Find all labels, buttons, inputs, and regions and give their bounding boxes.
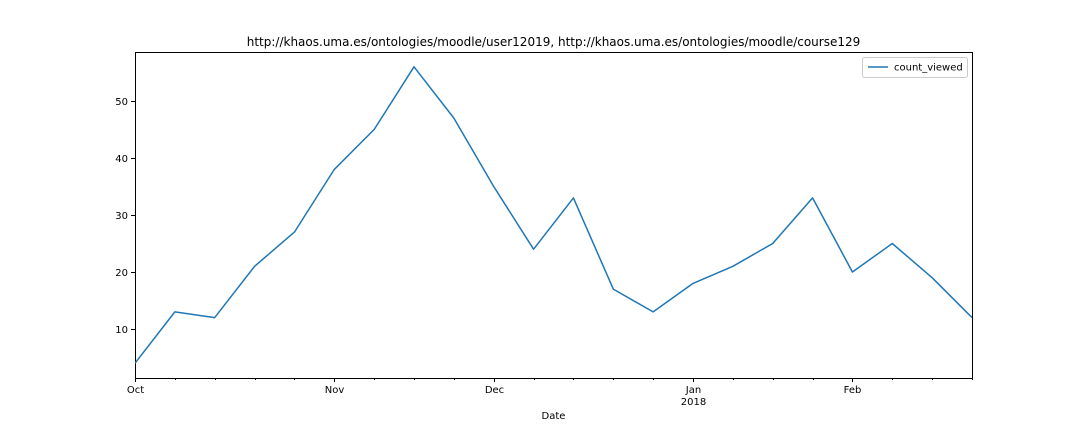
- y-axis: 10 20 30 40 50: [115, 97, 135, 336]
- x-axis-label: Date: [542, 411, 566, 422]
- plot-frame: [135, 52, 973, 379]
- plot-area: [135, 52, 973, 379]
- x-tick-label: Feb: [844, 385, 862, 396]
- y-tick-label: 50: [115, 97, 128, 108]
- legend-label: count_viewed: [894, 63, 963, 74]
- legend-box: [862, 57, 968, 78]
- x-tick-label: Jan: [685, 385, 701, 396]
- x-tick-sublabel: 2018: [681, 397, 706, 408]
- y-tick-label: 30: [115, 211, 128, 222]
- x-tick-label: Dec: [485, 385, 504, 396]
- y-tick-label: 20: [115, 268, 128, 279]
- x-tick-label: Oct: [127, 385, 144, 396]
- series-line: [135, 66, 972, 364]
- y-tick-label: 10: [115, 325, 128, 336]
- chart-title: http://khaos.uma.es/ontologies/moodle/us…: [247, 35, 861, 49]
- y-tick-label: 40: [115, 154, 128, 165]
- x-tick-label: Nov: [325, 385, 345, 396]
- legend: count_viewed: [862, 57, 968, 78]
- series-layer: [135, 66, 972, 364]
